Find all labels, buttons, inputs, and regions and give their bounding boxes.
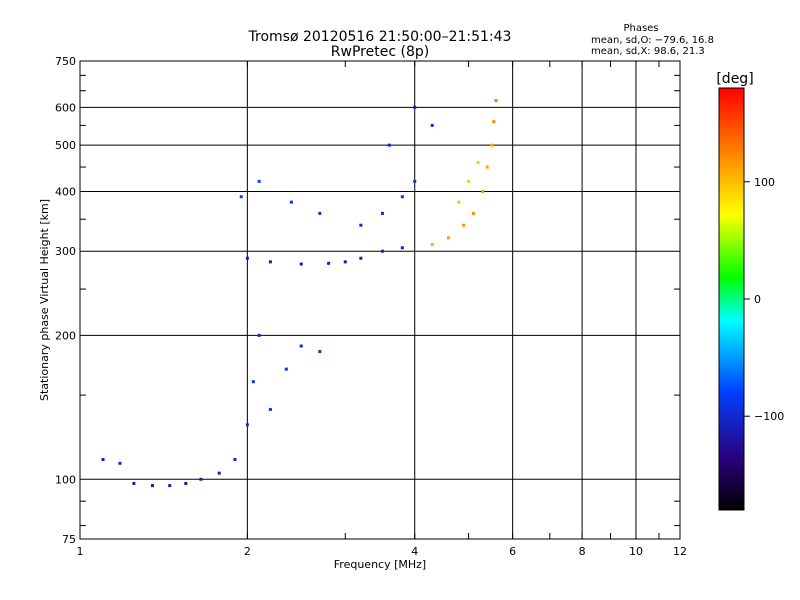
y-tick-label: 200 [55,329,76,342]
point-x [467,179,471,183]
point-o [217,471,221,475]
point-o [118,461,122,465]
point-o [318,211,322,215]
point-o [400,246,404,250]
point-o [359,223,363,227]
x-tick-label: 10 [629,545,643,558]
y-axis-label: Stationary phase Virtual Height [km] [38,199,51,401]
point-o [318,350,322,354]
point-o [257,333,261,337]
chart-title: Tromsø 20120516 21:50:00–21:51:43 [248,29,512,45]
point-x [430,242,434,246]
point-o [101,457,105,461]
phase-heading: Phases [623,23,658,34]
x-axis-label: Frequency [MHz] [334,558,426,571]
point-o [343,260,347,264]
point-o [400,195,404,199]
colorbar-label: [deg] [716,71,753,87]
point-o [245,423,249,427]
point-o [380,211,384,215]
grid [80,61,680,539]
point-o [184,481,188,485]
x-tick-label: 4 [411,545,418,558]
x-tick-label: 8 [579,545,586,558]
point-o [239,195,243,199]
point-x [476,160,480,164]
point-o [359,256,363,260]
point-o [289,200,293,204]
x-tick-label: 1 [77,545,84,558]
x-axis: 1 2 4 6 8 10 12 [77,61,687,558]
chart-subtitle: RwPretec (8p) [331,44,429,60]
colorbar [718,87,745,511]
point-o [299,262,303,266]
point-o [284,367,288,371]
point-x [485,165,489,169]
point-o [245,256,249,260]
point-o [299,344,303,348]
point-o [413,179,417,183]
point-o [380,249,384,253]
point-x [471,211,475,215]
point-x [492,120,496,124]
x-tick-label: 2 [244,545,251,558]
phase-o-stats: mean, sd,O: −79.6, 16.8 [591,35,714,46]
plot-area [79,60,681,540]
point-o [413,105,417,109]
point-o [327,261,331,265]
point-x [446,236,450,240]
point-o [268,407,272,411]
point-o [132,481,136,485]
x-tick-label: 6 [509,545,516,558]
point-x [481,189,485,193]
point-o [150,484,154,488]
point-o [430,123,434,127]
y-tick-label: 750 [55,55,76,68]
point-o [251,380,255,384]
data-points [101,99,498,488]
y-tick-label: 600 [55,101,76,114]
phase-x-stats: mean, sd,X: 98.6, 21.3 [591,46,705,57]
y-tick-label: 100 [55,473,76,486]
colorbar-tick-label: 100 [754,176,775,189]
y-tick-label: 500 [55,139,76,152]
point-x [457,200,461,204]
point-o [233,457,237,461]
y-tick-label: 75 [62,533,76,546]
point-o [257,179,261,183]
point-x [490,143,494,147]
colorbar-tick-label: −100 [754,410,784,423]
point-x [494,99,498,103]
point-o [168,484,172,488]
y-axis: 75 100 200 300 400 500 600 750 [55,55,680,546]
y-tick-label: 300 [55,245,76,258]
y-tick-label: 400 [55,185,76,198]
colorbar-ticks: 100 0 −100 [744,176,784,423]
x-tick-label: 12 [673,545,687,558]
point-x [462,223,466,227]
point-o [268,260,272,264]
point-o [387,143,391,147]
point-o [199,477,203,481]
colorbar-tick-label: 0 [754,293,761,306]
